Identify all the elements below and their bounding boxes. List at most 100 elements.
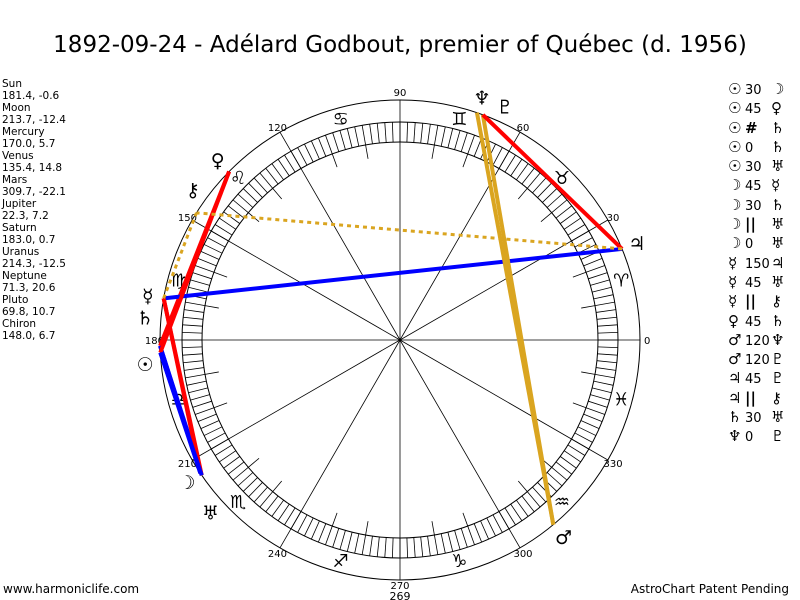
- degree-tick: [304, 517, 314, 537]
- aspect-row: ♄ 30 ♅: [728, 408, 788, 427]
- aspect-type: 0: [745, 430, 754, 446]
- degree-tick: [346, 532, 353, 552]
- aspect-planet1-icon: ♆: [728, 427, 742, 446]
- uranus-icon: ♅: [202, 502, 219, 524]
- aspect-row: ☽ 45 ☿: [728, 176, 788, 195]
- degree-tick: [214, 444, 233, 456]
- chiron-icon: ⚷: [186, 180, 200, 202]
- pluto-icon: ♇: [496, 96, 513, 118]
- ten-degree-tick: [572, 271, 587, 278]
- aspect-type: 0: [745, 140, 754, 156]
- degree-tick: [433, 534, 439, 555]
- aspect-planet1-icon: ☉: [728, 157, 742, 176]
- degree-tick: [384, 122, 387, 143]
- aspect-row: ☉ 30 ♅: [728, 157, 788, 176]
- aspect-planet1-icon: ☽: [728, 234, 742, 253]
- aspect-planet2-icon: ♇: [771, 427, 785, 446]
- aspect-planet2-icon: ♅: [771, 215, 785, 234]
- degree-tick: [200, 420, 220, 430]
- planet-name-neptune: Neptune: [2, 270, 47, 282]
- degree-tick: [406, 537, 409, 558]
- degree-tick: [492, 514, 503, 533]
- degree-tick: [242, 477, 258, 492]
- ten-degree-tick: [572, 402, 587, 409]
- division-line: [191, 219, 401, 341]
- aspect-row: ♃ 45 ♇: [728, 369, 788, 388]
- planet-position-chiron: 148.0, 6.7: [2, 330, 56, 342]
- aspect-row: ♂ 120♆: [728, 331, 788, 350]
- aspect-planet2-icon: ⚷: [771, 388, 782, 407]
- degree-tick: [190, 394, 210, 401]
- aspect-row: ☽ 0 ♅: [728, 234, 788, 253]
- degree-tick: [596, 367, 616, 371]
- degree-tick: [332, 528, 340, 548]
- degree-label: 90: [394, 88, 407, 99]
- degree-tick: [192, 400, 212, 408]
- degree-tick: [376, 123, 380, 144]
- zodiac-sign-icon: ♈: [613, 271, 629, 292]
- aspect-planet2-icon: ♆: [771, 330, 785, 349]
- degree-tick: [361, 125, 367, 146]
- aspect-planet2-icon: ♇: [771, 369, 785, 388]
- planet-position-moon: 213.7, -12.4: [2, 114, 66, 126]
- degree-tick: [232, 199, 249, 214]
- division-line: [399, 339, 609, 461]
- degree-tick: [339, 530, 346, 550]
- aspect-planet1-icon: ☿: [728, 292, 738, 311]
- neptune-icon: ♆: [474, 88, 491, 110]
- degree-tick: [596, 309, 616, 313]
- aspect-type: ||: [745, 215, 756, 234]
- aspect-planet1-icon: ☉: [728, 99, 742, 118]
- ten-degree-tick: [272, 188, 283, 200]
- degree-tick: [492, 147, 503, 166]
- planet-position-mars: 309.7, -22.1: [2, 186, 66, 198]
- zodiac-sign-icon: ♋: [333, 109, 349, 130]
- degree-tick: [304, 143, 314, 163]
- aspect-type: 45: [745, 179, 762, 195]
- degree-tick: [219, 217, 237, 230]
- degree-tick: [223, 456, 241, 469]
- moon-icon: ☽: [178, 472, 195, 494]
- planet-name-mercury: Mercury: [2, 126, 45, 138]
- degree-tick: [594, 301, 615, 307]
- degree-tick: [580, 420, 600, 430]
- division-line: [399, 339, 521, 549]
- aspect-planet2-icon: ♄: [771, 118, 785, 137]
- degree-tick: [559, 456, 577, 469]
- degree-tick: [182, 324, 203, 327]
- aspect-planet2-icon: ♄: [771, 311, 785, 330]
- aspect-planet1-icon: ☉: [728, 80, 742, 98]
- aspect-planet2-icon: ♅: [771, 408, 785, 427]
- footer-website[interactable]: www.harmoniclife.com: [3, 582, 140, 596]
- degree-tick: [454, 130, 461, 150]
- aspect-type: #: [745, 118, 758, 137]
- ten-degree-tick: [540, 212, 552, 223]
- planet-position-sun: 181.4, -0.6: [2, 90, 60, 102]
- degree-tick: [521, 167, 535, 185]
- planet-name-sun: Sun: [2, 78, 22, 90]
- degree-tick: [551, 199, 568, 214]
- degree-tick: [184, 309, 204, 313]
- ten-degree-tick: [517, 480, 528, 492]
- degree-tick: [182, 331, 203, 334]
- zodiac-sign-icon: ♏: [230, 492, 246, 513]
- degree-tick: [310, 140, 320, 160]
- degree-tick: [203, 244, 223, 254]
- degree-tick: [406, 122, 409, 143]
- ten-degree-tick: [517, 188, 528, 200]
- degree-tick: [369, 124, 373, 144]
- degree-tick: [592, 286, 612, 293]
- bottom-value: 269: [390, 590, 411, 600]
- zodiac-sign-icon: ♒: [554, 492, 570, 513]
- aspect-planet1-icon: ♄: [728, 408, 742, 427]
- aspect-planet1-icon: ♃: [728, 369, 742, 388]
- degree-label: 30: [607, 213, 620, 224]
- degree-tick: [532, 486, 547, 503]
- aspect-line-venus-saturn: [158, 170, 231, 354]
- planet-name-moon: Moon: [2, 102, 31, 114]
- degree-label: 300: [513, 549, 532, 560]
- aspect-planet1-icon: ☽: [728, 195, 742, 214]
- aspect-planet1-icon: ☿: [728, 253, 738, 272]
- degree-tick: [537, 182, 552, 198]
- degree-tick: [521, 495, 535, 513]
